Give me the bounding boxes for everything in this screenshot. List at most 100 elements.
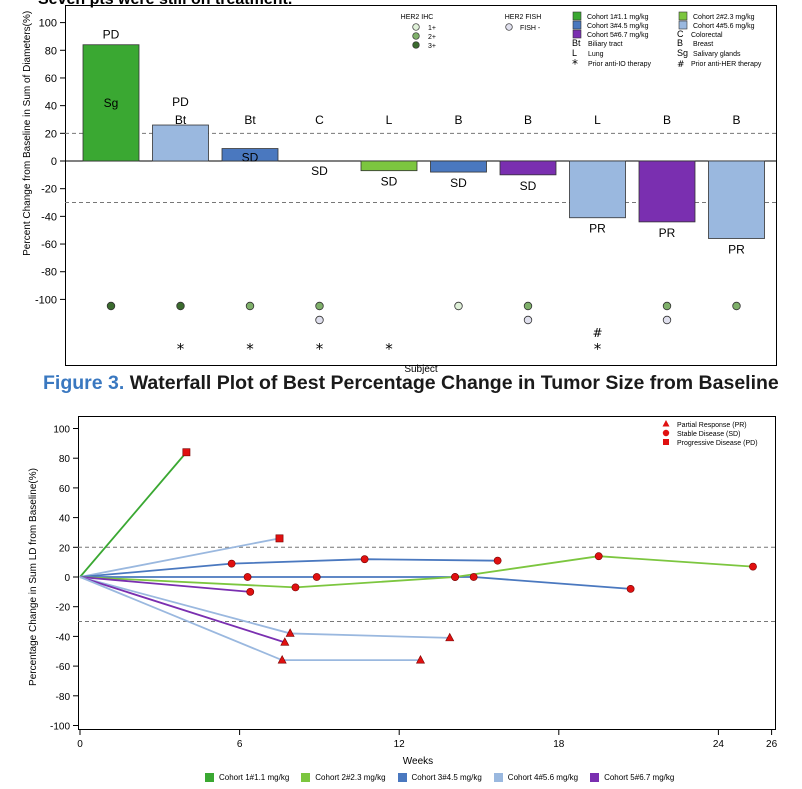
y-tick-label: 100 bbox=[39, 18, 57, 30]
tumor-type-label: B bbox=[524, 113, 532, 127]
response-legend-label: Stable Disease (SD) bbox=[677, 431, 740, 438]
tumor-abbr: B bbox=[677, 38, 683, 48]
sd-marker bbox=[227, 559, 236, 568]
sd-marker bbox=[360, 555, 369, 564]
waterfall-bar bbox=[499, 160, 557, 176]
x-tick-label: 18 bbox=[553, 739, 565, 750]
y-tick-label: -80 bbox=[41, 267, 57, 279]
cohort-legend-swatch bbox=[572, 20, 582, 30]
waterfall-bar bbox=[82, 44, 140, 162]
sd-marker bbox=[451, 573, 459, 581]
prior-io-legend-label: Prior anti-IO therapy bbox=[588, 61, 652, 68]
cohort-legend-label: Cohort 3#4.5 mg/kg bbox=[587, 23, 649, 30]
waterfall-bar bbox=[360, 160, 418, 172]
response-legend-label: Partial Response (PR) bbox=[677, 422, 747, 429]
response-label: SD bbox=[242, 151, 259, 165]
cohort-legend-item: Cohort 2#2.3 mg/kg bbox=[301, 773, 386, 782]
fish-marker bbox=[662, 315, 672, 325]
tumor-type-label: B bbox=[732, 113, 740, 127]
cohort-legend-item: Cohort 1#1.1 mg/kg bbox=[205, 773, 289, 782]
y-tick-label: 40 bbox=[45, 101, 57, 113]
sd-marker bbox=[626, 584, 635, 593]
response-label: SD bbox=[520, 179, 537, 193]
sd-marker bbox=[749, 562, 757, 571]
fish-marker bbox=[315, 315, 324, 325]
y-axis-label: Percentage Change in Sum LD from Baselin… bbox=[28, 468, 39, 686]
cohort-legend-item: Cohort 5#6.7 mg/kg bbox=[590, 773, 674, 782]
prior-her-legend-symbol: # bbox=[677, 60, 685, 70]
y-tick-label: 0 bbox=[64, 573, 70, 584]
response-label: SD bbox=[450, 176, 467, 190]
cohort-legend-label: Cohort 1#1.1 mg/kg bbox=[219, 773, 290, 782]
figure-caption: Figure 3. Waterfall Plot of Best Percent… bbox=[43, 372, 779, 395]
x-tick-label: 24 bbox=[713, 739, 725, 750]
legend-sd-marker bbox=[662, 429, 670, 437]
prior-io-marker: * bbox=[316, 340, 324, 358]
figure-number: Figure 3. bbox=[43, 372, 125, 394]
sd-marker bbox=[469, 573, 478, 581]
series-line bbox=[79, 576, 286, 644]
cohort-legend: Cohort 1#1.1 mg/kg Cohort 2#2.3 mg/kg Coho… bbox=[205, 773, 674, 782]
cohort-legend-label: Cohort 4#5.6 mg/kg bbox=[507, 773, 579, 782]
pr-marker bbox=[415, 655, 425, 664]
ihc-legend-title: HER2 IHC bbox=[401, 14, 434, 21]
sd-marker bbox=[312, 573, 321, 581]
series-line bbox=[79, 537, 280, 578]
fish-legend-marker bbox=[505, 23, 513, 31]
tumor-name: Colorectal bbox=[691, 32, 723, 39]
prior-her-legend-label: Prior anti-HER therapy bbox=[691, 61, 762, 68]
cohort-legend-label: Cohort 5#6.7 mg/kg bbox=[587, 32, 649, 39]
sd-marker bbox=[243, 573, 252, 581]
prior-io-marker: * bbox=[177, 340, 185, 358]
waterfall-bar bbox=[569, 160, 626, 219]
tumor-type-label: Sg bbox=[104, 96, 119, 110]
x-axis-label: Subject bbox=[404, 364, 438, 375]
prior-io-marker: * bbox=[594, 340, 602, 358]
tumor-type-label: B bbox=[663, 113, 671, 127]
tumor-type-label: Bt bbox=[175, 113, 187, 127]
ihc-legend-label: 1+ bbox=[428, 25, 436, 32]
series-line bbox=[79, 451, 188, 578]
tumor-type-label: L bbox=[594, 113, 601, 127]
pr-marker bbox=[277, 655, 287, 664]
y-tick-label: 20 bbox=[45, 128, 57, 140]
cohort-legend-swatch bbox=[590, 773, 600, 782]
legend-pr-marker bbox=[662, 420, 670, 427]
y-tick-label: -40 bbox=[56, 632, 71, 643]
y-tick-label: -20 bbox=[56, 603, 71, 614]
cohort-legend-label: Cohort 4#5.6 mg/kg bbox=[693, 23, 755, 30]
tumor-type-label: Bt bbox=[244, 113, 256, 127]
response-label: SD bbox=[311, 164, 328, 178]
cohort-legend-item: Cohort 4#5.6 mg/kg bbox=[493, 773, 579, 782]
cohort-legend-item: Cohort 3#4.5 mg/kg bbox=[397, 773, 482, 782]
prior-io-marker: * bbox=[385, 340, 393, 358]
series-line bbox=[80, 576, 631, 590]
y-tick-label: 40 bbox=[59, 514, 71, 525]
cohort-legend-swatch bbox=[678, 11, 688, 21]
x-tick-label: 0 bbox=[77, 739, 83, 750]
cohort-legend-swatch bbox=[301, 773, 311, 782]
legend-pd-marker bbox=[663, 439, 669, 445]
response-label: PR bbox=[728, 243, 745, 257]
tumor-name: Biliary tract bbox=[588, 41, 623, 48]
cohort-legend-swatch bbox=[397, 773, 407, 782]
prior-her-marker: # bbox=[592, 326, 602, 340]
y-tick-label: 80 bbox=[59, 454, 71, 465]
ihc-marker bbox=[662, 301, 672, 311]
waterfall-bar bbox=[221, 148, 279, 162]
ihc-marker bbox=[523, 301, 533, 311]
y-tick-label: -20 bbox=[41, 184, 57, 196]
ihc-legend-marker bbox=[412, 41, 420, 49]
ihc-marker bbox=[732, 301, 741, 311]
sd-marker bbox=[594, 552, 603, 561]
x-tick-label: 12 bbox=[394, 739, 406, 750]
ihc-legend-label: 2+ bbox=[428, 34, 436, 41]
pd-marker bbox=[275, 534, 284, 543]
cohort-legend-label: Cohort 2#2.3 mg/kg bbox=[693, 14, 755, 21]
sd-marker bbox=[246, 587, 255, 596]
tumor-abbr: L bbox=[572, 48, 577, 58]
tumor-abbr: Bt bbox=[572, 38, 581, 48]
pd-marker bbox=[182, 448, 191, 457]
tumor-type-label: L bbox=[386, 113, 393, 127]
